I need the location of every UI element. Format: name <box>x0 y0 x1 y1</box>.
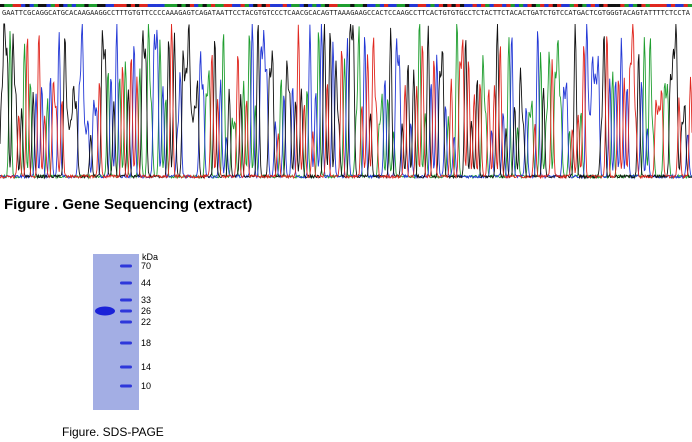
sample-band <box>95 306 115 316</box>
ladder-label-10: 10 <box>141 381 152 391</box>
ladder-label-14: 14 <box>141 362 152 372</box>
ladder-label-18: 18 <box>141 338 152 348</box>
ladder-band-33 <box>120 298 132 302</box>
ladder-label-44: 44 <box>141 278 152 288</box>
sequencing-chromatogram: GAATTCGCAGGCATGCACAAGAAGGCCTTTGTGTTCCCCA… <box>0 4 692 180</box>
ladder-band-22 <box>120 320 132 324</box>
base-call-sequence: GAATTCGCAGGCATGCACAAGAAGGCCTTTGTGTTCCCCA… <box>2 9 691 17</box>
trace-T <box>0 23 692 180</box>
base-color-strip <box>0 4 692 7</box>
trace-G <box>0 23 692 180</box>
gene-sequencing-caption: Figure . Gene Sequencing (extract) <box>4 196 253 213</box>
ladder-label-33: 33 <box>141 295 152 305</box>
ladder-band-18 <box>120 341 132 345</box>
sds-page-gel-figure <box>93 254 155 410</box>
trace-C <box>0 23 692 180</box>
ladder-band-14 <box>120 365 132 369</box>
gel-background <box>93 254 139 410</box>
ladder-label-70: 70 <box>141 261 152 271</box>
ladder-band-44 <box>120 281 132 285</box>
ladder-band-70 <box>120 264 132 268</box>
ladder-unit-label: kDa <box>142 252 159 262</box>
sds-page-gel-image <box>93 254 139 410</box>
ladder-band-26 <box>120 309 132 313</box>
ladder-label-22: 22 <box>141 317 152 327</box>
sds-page-caption: Figure. SDS-PAGE <box>62 425 164 439</box>
ladder-band-10 <box>120 384 132 388</box>
ladder-label-26: 26 <box>141 306 152 316</box>
